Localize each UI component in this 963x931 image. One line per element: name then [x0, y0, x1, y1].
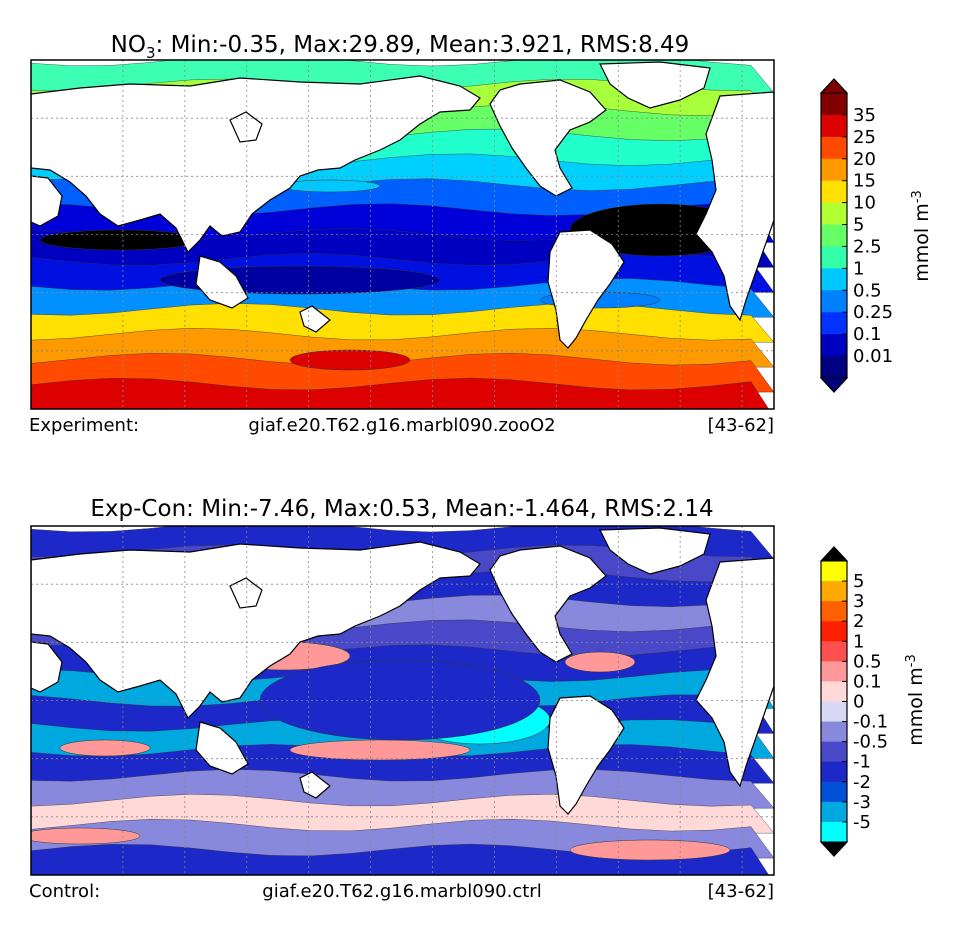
colorbar-label: 0.5: [853, 651, 882, 672]
colorbar-segment: [821, 246, 847, 269]
colorbar-label: 25: [853, 127, 876, 148]
colorbar-label: 0.25: [853, 302, 893, 323]
experiment-label: Experiment:: [29, 415, 139, 436]
colorbar-label: 1: [853, 631, 864, 652]
contour-feature: [59, 739, 151, 757]
land-masses: [31, 527, 774, 815]
experiment-name: giaf.e20.T62.g16.marbl090.zooO2: [248, 415, 555, 436]
panel-difference: Exp-Con: Min:-7.46, Max:0.53, Mean:-1.46…: [29, 496, 927, 902]
colorbar-outline: [820, 546, 848, 857]
colorbar-segment: [821, 561, 847, 582]
map-area: [31, 60, 774, 409]
colorbar-label: 20: [853, 149, 876, 170]
map-area: [31, 526, 774, 875]
contour-feature: [39, 229, 201, 251]
colorbar-segment: [821, 268, 847, 291]
ocean-features: [31, 641, 731, 861]
colorbar-segment: [821, 93, 847, 116]
map-frame: [30, 525, 775, 876]
map-title: Exp-Con: Min:-7.46, Max:0.53, Mean:-1.46…: [90, 496, 713, 522]
colorbar-label: -0.1: [853, 712, 888, 733]
graticule: [31, 60, 774, 409]
contour-feature: [289, 349, 411, 371]
colorbar-label: 0.01: [853, 346, 893, 367]
colorbar-label: 5: [853, 215, 864, 236]
colorbar-label: 2.5: [853, 236, 882, 257]
colorbar-extend-bottom: [819, 377, 849, 393]
colorbar-segment: [821, 721, 847, 743]
colorbar-label: -3: [853, 792, 871, 813]
colorbar-extend-bottom: [819, 841, 849, 857]
colorbar-segment: [821, 581, 847, 602]
colorbar-label: 3: [853, 591, 864, 612]
colorbar-segment: [821, 312, 847, 335]
colorbar-segment: [821, 601, 847, 622]
colorbar-segment: [821, 334, 847, 357]
control-years: [43-62]: [708, 881, 774, 902]
colorbar-segment: [821, 202, 847, 226]
colorbar-label: -5: [853, 812, 871, 833]
colorbar-segment: [821, 136, 847, 160]
colorbar-label: 5: [853, 571, 864, 592]
colorbar-segment: [821, 114, 847, 138]
colorbar-label: 2: [853, 611, 864, 632]
contour-feature: [31, 827, 141, 845]
colorbar-label: 0.1: [853, 324, 882, 345]
colorbar-units: mmol m-3: [904, 654, 927, 745]
contour-band: [31, 352, 774, 393]
colorbar-segment: [821, 290, 847, 313]
colorbar-segment: [821, 224, 847, 247]
map-frame: [30, 59, 775, 410]
colorbar-label: 0.5: [853, 280, 882, 301]
colorbar-label: 10: [853, 193, 876, 214]
contour-feature: [564, 651, 636, 673]
colorbar-label: 0: [853, 692, 864, 713]
colorbar-label: -0.5: [853, 732, 888, 753]
colorbar-label: 1: [853, 258, 864, 279]
colorbar-extend-top: [819, 546, 849, 562]
experiment-years: [43-62]: [708, 415, 774, 436]
panel-experiment: NO3: Min:-0.35, Max:29.89, Mean:3.921, R…: [29, 32, 933, 436]
control-label: Control:: [29, 881, 100, 902]
colorbar-units: mmol m-3: [910, 190, 933, 281]
colorbar-segment: [821, 761, 847, 783]
colorbar-segment: [821, 681, 847, 702]
colorbar-label: -1: [853, 752, 871, 773]
colorbar-segment: [821, 621, 847, 642]
contour-band: [31, 377, 770, 409]
colorbar-outline: [820, 78, 848, 393]
map-title: NO3: Min:-0.35, Max:29.89, Mean:3.921, R…: [111, 32, 690, 62]
contour-feature: [569, 839, 731, 861]
land-masses: [31, 61, 774, 349]
colorbar-segment: [821, 356, 847, 379]
colorbar-segment: [821, 641, 847, 662]
colorbar-segment: [821, 158, 847, 182]
colorbar-segment: [821, 801, 847, 823]
colorbar-segment: [821, 661, 847, 682]
colorbar-label: 0.1: [853, 671, 882, 692]
colorbar-label: 15: [853, 171, 876, 192]
colorbar-segment: [821, 741, 847, 763]
colorbar-label: -2: [853, 772, 871, 793]
contour-feature: [289, 739, 471, 761]
contour-feature: [259, 659, 541, 741]
colorbar-segment: [821, 821, 847, 843]
colorbar-extend-top: [819, 78, 849, 94]
colorbar-label: 35: [853, 105, 876, 126]
graticule: [31, 526, 774, 875]
colorbar-segment: [821, 781, 847, 803]
colorbar-segment: [821, 180, 847, 204]
control-name: giaf.e20.T62.g16.marbl090.ctrl: [262, 881, 541, 902]
colorbar-segment: [821, 701, 847, 723]
